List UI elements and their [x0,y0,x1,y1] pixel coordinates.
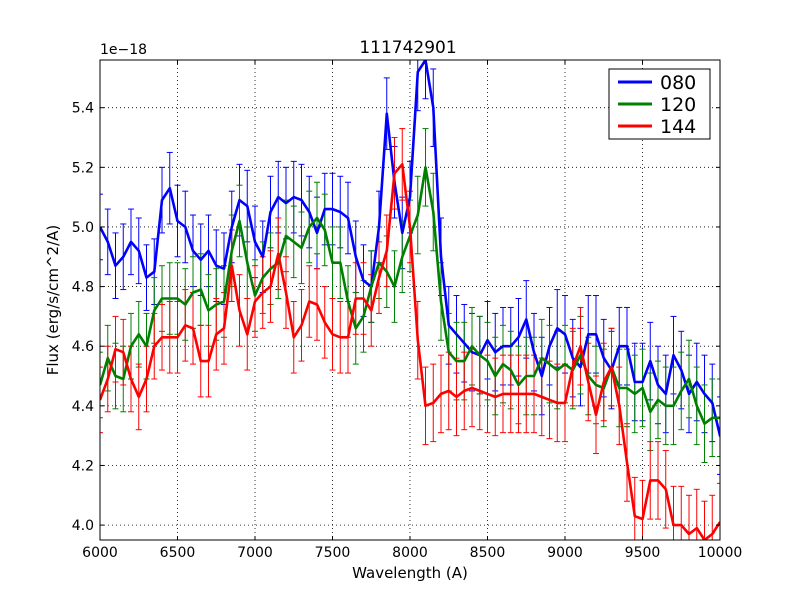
y-multiplier-label: 1e−18 [100,42,147,58]
series-lines [100,60,720,540]
legend-label-080: 080 [660,72,696,94]
x-tick-label: 7500 [315,545,351,561]
series-line-120 [100,166,720,425]
y-tick-label: 4.8 [72,280,94,296]
x-tick-label: 8500 [470,545,506,561]
legend-label-120: 120 [660,94,696,116]
legend-label-144: 144 [660,116,696,138]
chart-title: 111742901 [359,38,456,58]
y-tick-label: 5.0 [72,220,94,236]
x-tick-label: 6500 [160,545,196,561]
x-tick-label: 7000 [237,545,273,561]
x-tick-label: 9500 [625,545,661,561]
y-tick-label: 4.2 [72,458,94,474]
y-tick-label: 5.4 [72,101,94,117]
x-tick-label: 9000 [547,545,583,561]
y-tick-label: 5.2 [72,160,94,176]
x-tick-label: 6000 [82,545,118,561]
y-tick-label: 4.0 [72,518,94,534]
y-tick-label: 4.6 [72,339,94,355]
x-tick-label: 8000 [392,545,428,561]
y-axis-label: Flux (erg/s/cm^2/A) [44,225,62,376]
series-line-080 [100,60,720,438]
x-tick-label: 10000 [698,545,743,561]
series-line-144 [100,163,720,540]
x-axis-label: Wavelength (A) [352,564,468,582]
axis-ticks: 6000 6500 7000 7500 8000 8500 9000 9500 10000 4.0… [72,60,743,561]
y-tick-label: 4.4 [72,399,94,415]
